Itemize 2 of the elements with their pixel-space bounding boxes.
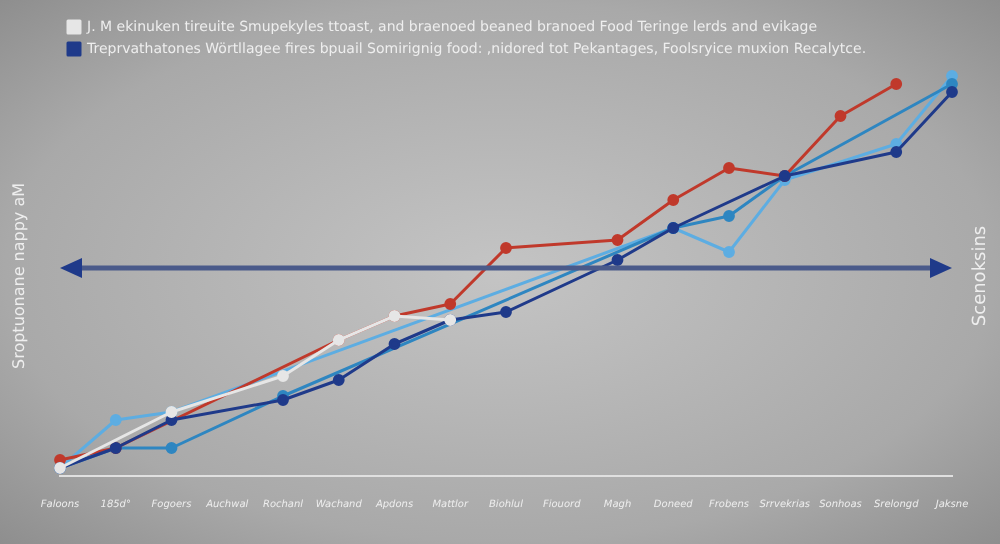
- y-axis-title: Sroptuonane nappy aM: [10, 182, 29, 369]
- y2-axis-title: Scenoksins: [970, 225, 991, 327]
